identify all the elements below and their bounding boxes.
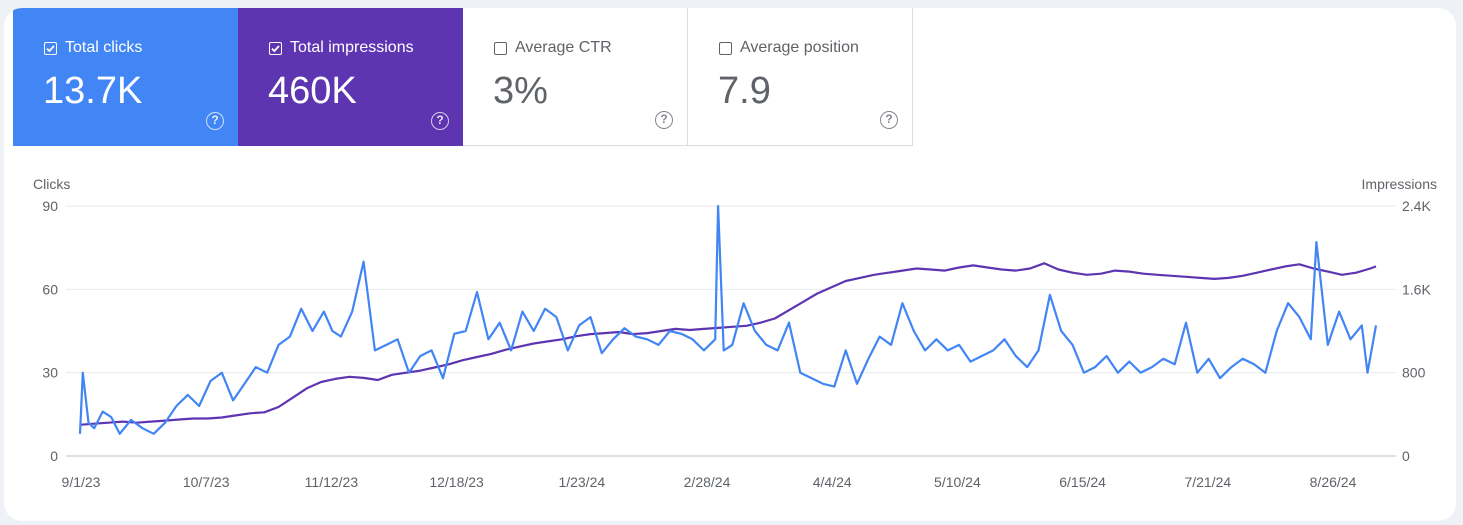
checkbox-checked-icon[interactable] xyxy=(44,41,57,55)
right-tick-label: 2.4K xyxy=(1402,198,1431,214)
impressions-series-line xyxy=(79,262,1377,426)
x-tick-label: 2/28/24 xyxy=(684,474,731,490)
metric-tile-total-clicks[interactable]: Total clicks 13.7K ? xyxy=(13,8,238,146)
metric-tile-average-ctr[interactable]: Average CTR 3% ? xyxy=(463,8,688,146)
right-axis-title: Impressions xyxy=(1362,176,1437,192)
metric-header: Average position xyxy=(719,39,859,57)
metric-label: Average CTR xyxy=(515,39,612,56)
left-axis-title: Clicks xyxy=(33,176,70,192)
metric-label: Average position xyxy=(740,39,859,56)
x-tick-label: 1/23/24 xyxy=(558,474,605,490)
series-lines xyxy=(78,204,1378,435)
metric-header: Total clicks xyxy=(44,39,142,57)
performance-card: Total clicks 13.7K ? Total impressions 4… xyxy=(4,8,1456,521)
left-tick-label: 90 xyxy=(42,198,58,214)
left-tick-label: 0 xyxy=(50,448,58,464)
right-axis-ticks: 2.4K 1.6K 800 0 xyxy=(1402,198,1431,464)
x-tick-label: 5/10/24 xyxy=(934,474,981,490)
right-tick-label: 1.6K xyxy=(1402,281,1431,297)
metric-tile-average-position[interactable]: Average position 7.9 ? xyxy=(688,8,913,146)
metric-tile-total-impressions[interactable]: Total impressions 460K ? xyxy=(238,8,463,146)
x-tick-label: 8/26/24 xyxy=(1310,474,1357,490)
right-tick-label: 0 xyxy=(1402,448,1410,464)
help-icon[interactable]: ? xyxy=(655,111,673,129)
help-icon[interactable]: ? xyxy=(880,111,898,129)
checkbox-unchecked-icon[interactable] xyxy=(719,41,732,55)
metric-value: 460K xyxy=(268,70,357,112)
metric-value: 3% xyxy=(493,70,548,112)
left-axis-ticks: 90 60 30 0 xyxy=(42,198,58,464)
metric-label: Total impressions xyxy=(290,39,414,56)
left-tick-label: 60 xyxy=(42,281,58,297)
help-icon[interactable]: ? xyxy=(206,112,224,130)
x-tick-label: 9/1/23 xyxy=(62,474,101,490)
x-axis-ticks: 9/1/23 10/7/23 11/12/23 12/18/23 1/23/24 2/28… xyxy=(62,474,1357,490)
help-icon[interactable]: ? xyxy=(431,112,449,130)
metric-header: Total impressions xyxy=(269,39,414,57)
x-tick-label: 7/21/24 xyxy=(1184,474,1231,490)
x-tick-label: 12/18/23 xyxy=(429,474,484,490)
metric-value: 7.9 xyxy=(718,70,771,112)
checkbox-checked-icon[interactable] xyxy=(269,41,282,55)
x-tick-label: 4/4/24 xyxy=(813,474,852,490)
metric-value: 13.7K xyxy=(43,70,143,112)
right-tick-label: 800 xyxy=(1402,365,1426,381)
gridlines xyxy=(66,205,1396,457)
metric-header: Average CTR xyxy=(494,39,612,57)
left-tick-label: 30 xyxy=(42,365,58,381)
metric-label: Total clicks xyxy=(65,39,143,56)
clicks-series-line xyxy=(78,204,1378,435)
metric-tiles: Total clicks 13.7K ? Total impressions 4… xyxy=(13,8,913,146)
x-tick-label: 6/15/24 xyxy=(1059,474,1106,490)
x-tick-label: 11/12/23 xyxy=(305,474,359,490)
x-tick-label: 10/7/23 xyxy=(183,474,230,490)
checkbox-unchecked-icon[interactable] xyxy=(494,41,507,55)
